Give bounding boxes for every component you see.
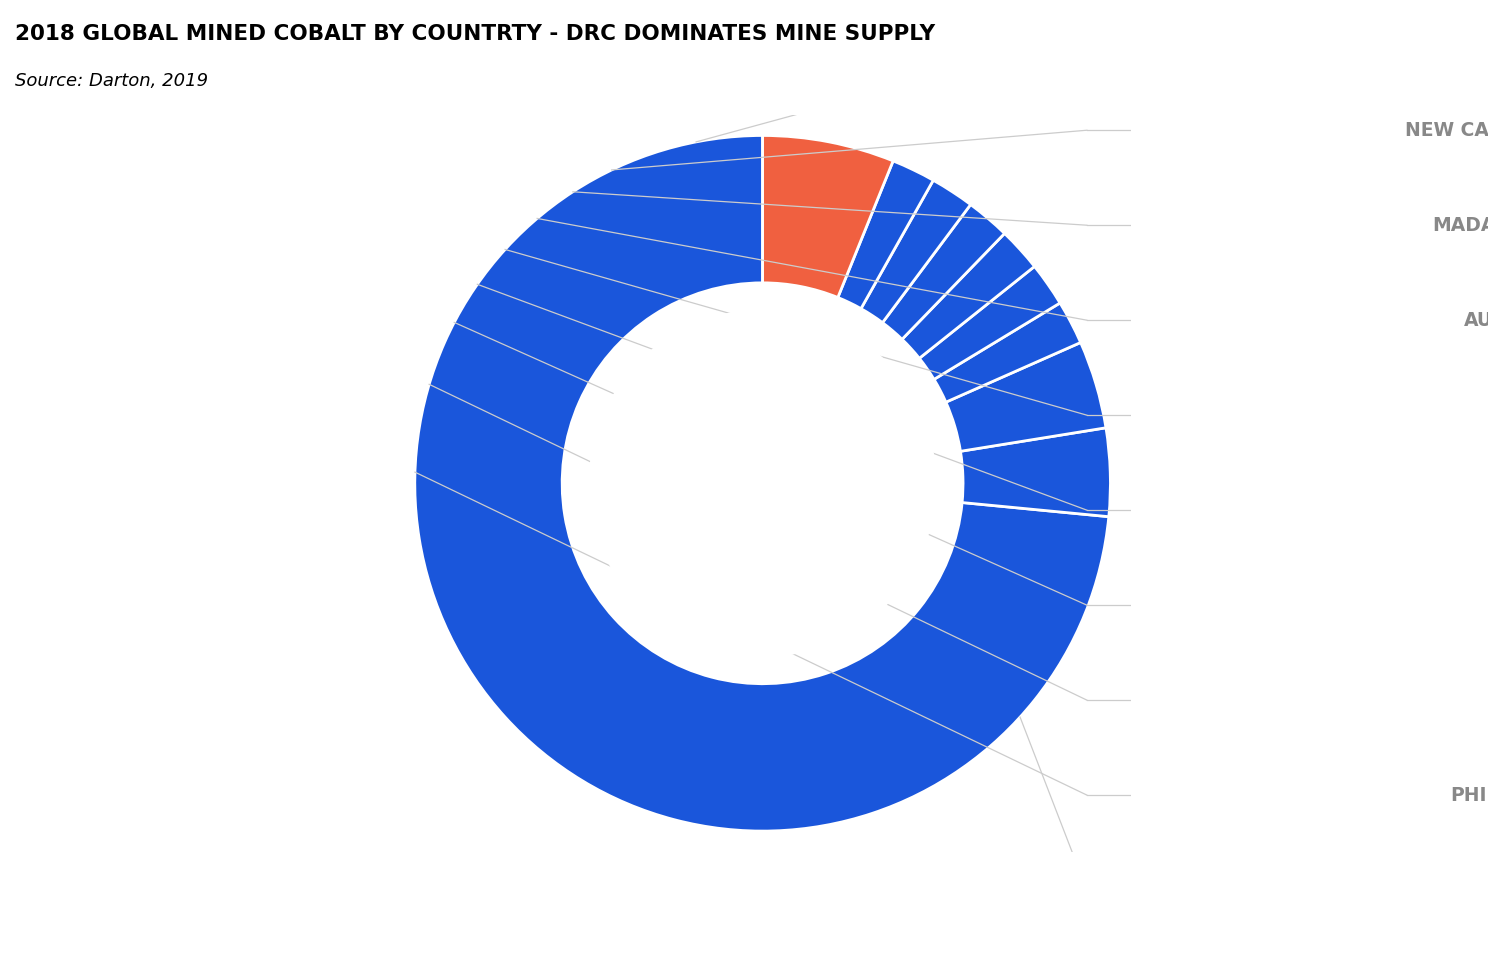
- Wedge shape: [946, 343, 1106, 452]
- Wedge shape: [960, 428, 1110, 517]
- Wedge shape: [862, 180, 970, 323]
- Text: PHILIPPINES: PHILIPPINES: [1449, 786, 1488, 805]
- Text: AUSTRALIA: AUSTRALIA: [1464, 311, 1488, 330]
- Wedge shape: [415, 136, 1109, 831]
- Wedge shape: [838, 161, 933, 309]
- Text: NEW CALEDONIA: NEW CALEDONIA: [1405, 121, 1488, 140]
- Circle shape: [589, 309, 936, 657]
- Wedge shape: [902, 234, 1034, 358]
- Wedge shape: [882, 205, 1004, 340]
- Text: Source: Darton, 2019: Source: Darton, 2019: [15, 72, 208, 90]
- Wedge shape: [934, 303, 1080, 402]
- Wedge shape: [763, 136, 893, 298]
- Text: 2018 GLOBAL MINED COBALT BY COUNTRTY - DRC DOMINATES MINE SUPPLY: 2018 GLOBAL MINED COBALT BY COUNTRTY - D…: [15, 24, 934, 44]
- Text: MADAGASCAR: MADAGASCAR: [1433, 215, 1488, 234]
- Wedge shape: [920, 266, 1059, 379]
